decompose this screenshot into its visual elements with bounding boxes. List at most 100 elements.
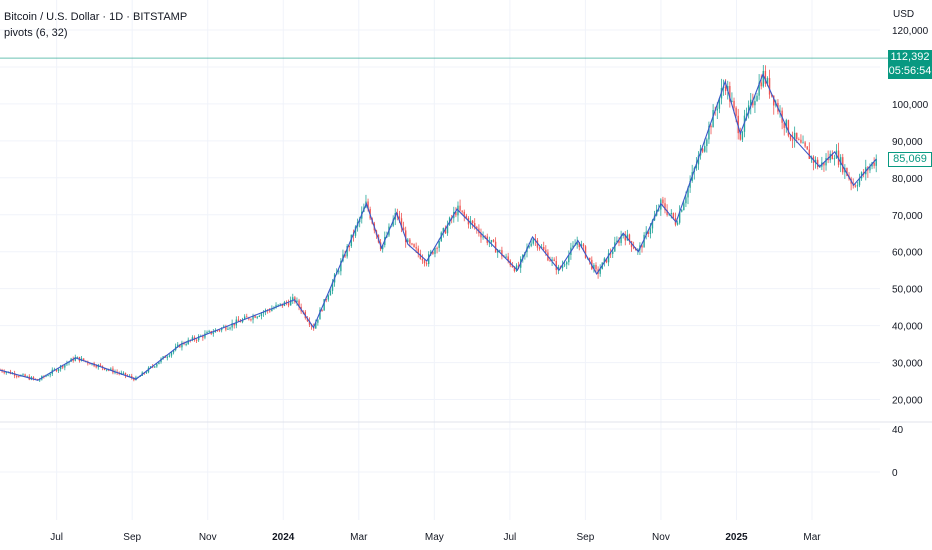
time-tick-label: Mar [350, 532, 368, 543]
candle-body [681, 210, 683, 212]
candle-body [62, 365, 64, 368]
price-tick-label: 120,000 [892, 26, 929, 37]
candlestick-series [0, 65, 877, 382]
candle-body [561, 265, 564, 269]
time-axis[interactable]: Jul Sep Nov 2024 Mar May Jul Sep Nov 2025 Mar [50, 532, 821, 543]
candle-body [515, 265, 518, 272]
candle-body [745, 113, 748, 116]
candle-body [325, 299, 327, 301]
candle-body [670, 212, 672, 214]
grid-lines [0, 0, 880, 520]
candle-body [683, 203, 685, 211]
candle-body [716, 108, 718, 111]
candle-body [344, 254, 346, 257]
candle-body [428, 254, 430, 265]
candle-body [492, 240, 495, 242]
candle-body [787, 120, 790, 136]
candle-body [651, 220, 654, 229]
price-tick-label: 40,000 [892, 322, 923, 333]
candle-body [647, 231, 649, 234]
time-tick-label: Nov [652, 532, 670, 543]
candle-body [417, 248, 419, 254]
candle-body [258, 316, 261, 318]
candle-body [434, 247, 436, 254]
candle-body [616, 240, 618, 243]
time-tick-label: Jul [503, 532, 516, 543]
candle-body [381, 245, 384, 250]
price-axis[interactable]: 20,000 30,000 40,000 50,000 60,000 70,000 80,0… [892, 26, 929, 407]
candle-body [808, 149, 811, 159]
candle-body [354, 226, 357, 236]
candle-body [430, 251, 432, 255]
candle-body [465, 215, 468, 218]
candle-body [156, 364, 158, 367]
time-tick-label: 2025 [725, 532, 748, 543]
candle-body [545, 249, 547, 253]
candle-body [658, 209, 660, 211]
price-tick-label: 20,000 [892, 396, 923, 407]
candle-body [459, 205, 461, 211]
candle-body [131, 375, 133, 378]
indicator-label[interactable]: pivots (6, 32) [4, 27, 68, 39]
candle-body [227, 328, 229, 330]
candle-body [287, 302, 290, 306]
candle-body [99, 364, 102, 366]
candle-body [204, 333, 206, 338]
candle-body [766, 78, 769, 84]
candle-body [329, 290, 332, 296]
candle-body [739, 133, 741, 140]
candle-body [471, 220, 474, 224]
candle-body [105, 369, 108, 371]
candle-body [875, 158, 877, 166]
candle-body [603, 258, 606, 263]
candle-body [649, 228, 652, 234]
candle-body [532, 239, 534, 244]
candle-body [796, 132, 798, 140]
candle-body [413, 244, 415, 248]
candle-body [528, 245, 530, 248]
candle-body [555, 260, 557, 271]
candle-body [624, 234, 626, 241]
candle-body [404, 230, 407, 243]
candle-body [166, 356, 168, 358]
candle-body [543, 246, 545, 250]
candle-body [676, 222, 679, 225]
candle-body [641, 245, 643, 248]
candle-body [306, 318, 309, 322]
candle-body [802, 142, 804, 144]
indicator-axis[interactable]: 40 0 [892, 425, 904, 479]
candle-body [24, 374, 26, 377]
symbol-title[interactable]: Bitcoin / U.S. Dollar · 1D · BITSTAMP [4, 11, 188, 23]
candle-body [856, 185, 859, 187]
candle-body [706, 139, 708, 147]
price-tick-label: 100,000 [892, 100, 929, 111]
time-tick-label: Sep [123, 532, 141, 543]
price-tick-label: 50,000 [892, 285, 923, 296]
candle-body [18, 376, 20, 378]
candle-body [348, 245, 350, 247]
candle-body [32, 377, 35, 379]
candle-body [672, 212, 675, 218]
currency-label[interactable]: USD [893, 9, 915, 20]
candle-body [622, 234, 624, 236]
candle-body [124, 372, 127, 376]
candle-body [764, 70, 767, 84]
candle-body [419, 253, 422, 259]
candle-body [589, 257, 591, 260]
candle-body [392, 219, 394, 226]
candle-body [607, 253, 610, 263]
candle-body [195, 339, 198, 341]
candle-body [463, 211, 465, 216]
chart-legend: Bitcoin / U.S. Dollar · 1D · BITSTAMP pi… [4, 9, 187, 41]
candle-body [212, 332, 215, 334]
candle-body [76, 356, 79, 358]
candle-body [697, 155, 700, 165]
candle-body [806, 146, 808, 150]
candle-body [256, 316, 258, 318]
candle-body [833, 158, 836, 160]
candle-body [168, 355, 171, 357]
candle-body [250, 319, 252, 321]
candle-body [578, 242, 580, 248]
candle-body [289, 299, 292, 306]
